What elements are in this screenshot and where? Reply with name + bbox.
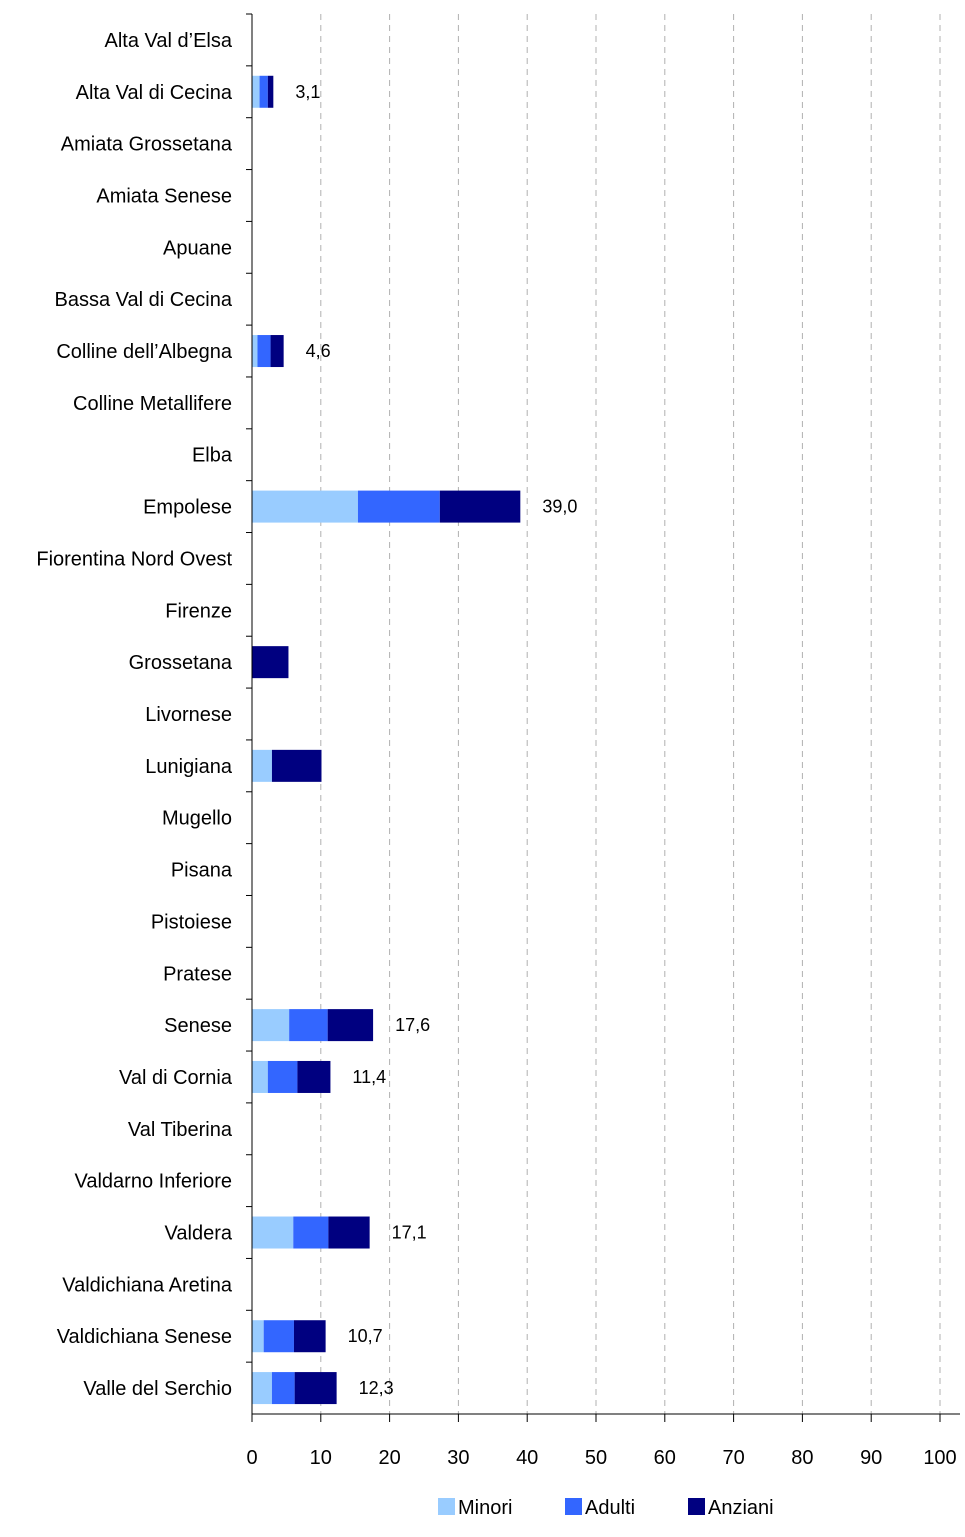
bar-anziani xyxy=(328,1216,370,1249)
x-tick-label: 10 xyxy=(310,1447,332,1469)
bar-anziani xyxy=(271,749,322,782)
bar-adulti xyxy=(267,1060,298,1093)
bar-adulti xyxy=(257,335,271,368)
x-tick-label: 0 xyxy=(246,1447,257,1469)
total-label: 17,6 xyxy=(395,1015,430,1035)
legend-swatch-adulti xyxy=(565,1498,582,1515)
category-label: Livornese xyxy=(145,704,232,726)
category-label: Firenze xyxy=(165,600,232,622)
legend-label-anziani: Anziani xyxy=(708,1497,774,1519)
legend-label-adulti: Adulti xyxy=(585,1497,635,1519)
bar-adulti xyxy=(289,1009,328,1042)
bar-minori xyxy=(252,749,272,782)
legend-label-minori: Minori xyxy=(458,1497,512,1519)
bar-minori xyxy=(252,75,260,108)
bar-anziani xyxy=(297,1060,331,1093)
category-label: Grossetana xyxy=(129,652,233,674)
category-label: Pisana xyxy=(171,860,233,882)
category-label: Colline Metallifere xyxy=(73,393,232,415)
bar-minori xyxy=(252,1216,294,1249)
x-tick-label: 40 xyxy=(516,1447,538,1469)
x-tick-labels: 0 10 20 30 40 50 60 70 80 90 100 xyxy=(246,1447,956,1469)
legend-swatch-anziani xyxy=(688,1498,705,1515)
category-label: Bassa Val di Cecina xyxy=(55,289,233,311)
category-label: Amiata Senese xyxy=(96,185,232,207)
category-label: Amiata Grossetana xyxy=(61,134,233,156)
category-label: Fiorentina Nord Ovest xyxy=(36,548,232,570)
category-label: Alta Val di Cecina xyxy=(76,82,233,104)
category-label: Colline dell’Albegna xyxy=(56,341,233,363)
bar-anziani xyxy=(439,490,521,523)
bar-adulti xyxy=(271,1372,295,1405)
x-tick-label: 60 xyxy=(654,1447,676,1469)
category-label: Valle del Serchio xyxy=(83,1378,232,1400)
total-label: 10,7 xyxy=(348,1326,383,1346)
category-label: Apuane xyxy=(163,237,232,259)
category-label: Valdarno Inferiore xyxy=(75,1171,233,1193)
bar-adulti xyxy=(357,490,440,523)
bar-anziani xyxy=(252,646,289,679)
category-label: Alta Val d’Elsa xyxy=(105,30,233,52)
bar-minori xyxy=(252,335,258,368)
bar-minori xyxy=(252,1320,264,1353)
category-label: Empolese xyxy=(143,497,232,519)
total-label: 4,6 xyxy=(306,341,331,361)
x-tick-label: 30 xyxy=(447,1447,469,1469)
bar-adulti xyxy=(259,75,268,108)
category-labels: Alta Val d’Elsa Alta Val di Cecina Amiata … xyxy=(36,30,233,1400)
x-tick-label: 80 xyxy=(791,1447,813,1469)
bars xyxy=(252,75,521,1405)
category-label: Valdera xyxy=(165,1223,233,1245)
total-labels: 3,1 4,6 39,0 17,6 11,4 17,1 10,7 12,3 xyxy=(295,82,577,1398)
bar-adulti xyxy=(263,1320,294,1353)
bar-minori xyxy=(252,1372,272,1405)
category-label: Elba xyxy=(192,445,233,467)
bar-minori xyxy=(252,1060,268,1093)
bar-anziani xyxy=(270,335,284,368)
category-label: Val Tiberina xyxy=(128,1119,233,1141)
bar-anziani xyxy=(294,1372,337,1405)
x-tick-label: 100 xyxy=(923,1447,956,1469)
x-tick-label: 20 xyxy=(378,1447,400,1469)
x-tick-label: 90 xyxy=(860,1447,882,1469)
total-label: 39,0 xyxy=(542,497,577,517)
category-label: Mugello xyxy=(162,808,232,830)
axes xyxy=(246,13,960,1422)
x-tick-label: 70 xyxy=(722,1447,744,1469)
category-label: Lunigiana xyxy=(145,756,233,778)
legend: Minori Adulti Anziani xyxy=(438,1497,774,1519)
legend-swatch-minori xyxy=(438,1498,455,1515)
category-label: Pratese xyxy=(163,963,232,985)
bar-anziani xyxy=(327,1009,374,1042)
bar-anziani xyxy=(293,1320,326,1353)
bar-anziani xyxy=(267,75,274,108)
category-label: Pistoiese xyxy=(151,911,232,933)
bar-adulti xyxy=(293,1216,329,1249)
gridlines xyxy=(320,14,941,1414)
category-label: Valdichiana Aretina xyxy=(62,1274,233,1296)
category-label: Val di Cornia xyxy=(119,1067,233,1089)
total-label: 11,4 xyxy=(352,1067,386,1087)
category-label: Senese xyxy=(164,1015,232,1037)
bar-minori xyxy=(252,1009,290,1042)
total-label: 12,3 xyxy=(359,1378,394,1398)
category-label: Valdichiana Senese xyxy=(57,1326,232,1348)
bar-minori xyxy=(252,490,358,523)
total-label: 17,1 xyxy=(392,1223,427,1243)
total-label: 3,1 xyxy=(295,82,320,102)
x-tick-label: 50 xyxy=(585,1447,607,1469)
